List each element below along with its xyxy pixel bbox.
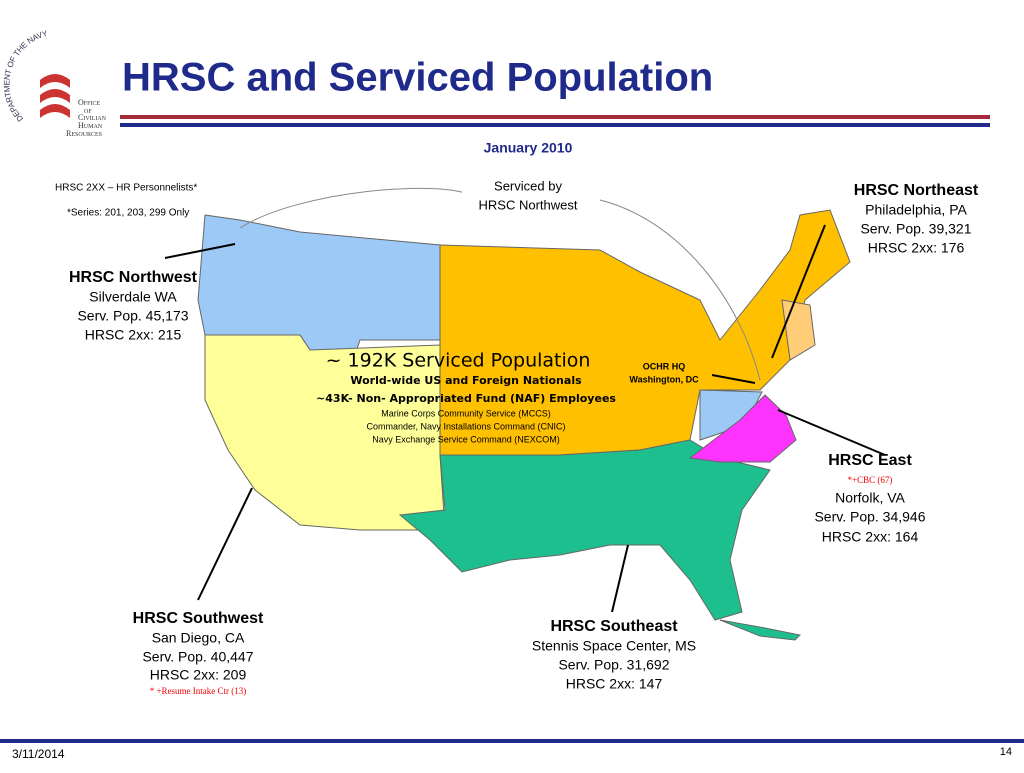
- region-caribbean: [719, 619, 802, 641]
- region-name: HRSC Northwest: [69, 269, 198, 286]
- region-line: Serv. Pop. 31,692: [558, 657, 669, 673]
- center-headline: ~ 192K Serviced Population: [326, 350, 591, 372]
- title-rule: [120, 115, 990, 119]
- footer-rule: [0, 739, 1024, 743]
- region-line: Serv. Pop. 40,447: [142, 649, 253, 665]
- region-note: *+CBC (67): [848, 475, 893, 485]
- arrow: [771, 224, 826, 359]
- region-east: [688, 394, 797, 463]
- region-line: HRSC 2xx: 147: [566, 676, 663, 692]
- title-rule: [120, 123, 990, 127]
- notes: HRSC 2XX – HR Personnelists* *Series: 20…: [55, 183, 197, 219]
- region-line: HRSC 2xx: 176: [868, 240, 965, 256]
- center-item: Commander, Navy Installations Command (C…: [366, 421, 565, 431]
- callout-line: [239, 187, 471, 229]
- region-name: HRSC Southwest: [133, 610, 264, 627]
- center-sub: ~43K- Non- Appropriated Fund (NAF) Emplo…: [316, 392, 616, 405]
- region-labels: HRSC Northwest Silverdale WA Serv. Pop. …: [69, 182, 979, 696]
- us-map: [197, 209, 851, 641]
- callout-line: [599, 199, 761, 381]
- logo-flag: [40, 74, 70, 118]
- region-line: Serv. Pop. 34,946: [814, 509, 925, 525]
- hq-label: Washington, DC: [629, 374, 699, 384]
- region-name: HRSC Southeast: [550, 618, 678, 635]
- region-southeast: [398, 439, 771, 621]
- footer-date: 3/11/2014: [12, 747, 65, 761]
- center-item: Marine Corps Community Service (MCCS): [381, 408, 551, 418]
- center-sub: World-wide US and Foreign Nationals: [350, 374, 582, 387]
- note: HRSC 2XX – HR Personnelists*: [55, 183, 197, 194]
- region-note: * +Resume Intake Ctr (13): [150, 686, 247, 696]
- arrow: [611, 544, 629, 613]
- region-southwest: [204, 334, 446, 531]
- region-line: HRSC 2xx: 209: [150, 667, 247, 683]
- page-number: 14: [1000, 746, 1012, 758]
- center-text: ~ 192K Serviced Population World-wide US…: [316, 350, 616, 445]
- region-line: San Diego, CA: [152, 630, 245, 646]
- region-northwest: [197, 214, 441, 356]
- arrow: [164, 243, 236, 259]
- region-line: Stennis Space Center, MS: [532, 638, 696, 654]
- arrow: [197, 487, 253, 601]
- region-line: Serv. Pop. 39,321: [860, 221, 971, 237]
- note: *Series: 201, 203, 299 Only: [67, 208, 189, 219]
- arrows: [164, 187, 886, 613]
- logo-line: Civilian: [78, 113, 107, 122]
- region-line: HRSC 2xx: 164: [822, 529, 919, 545]
- region-line: Norfolk, VA: [835, 490, 905, 506]
- region-line: HRSC 2xx: 215: [85, 327, 182, 343]
- arrow: [711, 374, 756, 384]
- callout-text: HRSC Northwest: [479, 197, 578, 212]
- logo-line: Human: [78, 121, 103, 130]
- logo-line: Office: [78, 98, 100, 107]
- region-line: Philadelphia, PA: [865, 202, 967, 218]
- logo-line: Resources: [66, 129, 102, 138]
- region-mid-atlantic: [781, 299, 816, 361]
- logo-line: of: [84, 106, 92, 115]
- region-line: Silverdale WA: [89, 289, 177, 305]
- subtitle: January 2010: [484, 140, 573, 156]
- callout-box: [462, 176, 598, 216]
- region-line: Serv. Pop. 45,173: [77, 308, 188, 324]
- region-name: HRSC East: [828, 452, 912, 469]
- title: HRSC and Serviced Population: [122, 56, 713, 100]
- arrow: [777, 409, 886, 456]
- region-name: HRSC Northeast: [854, 182, 979, 199]
- callout-text: Serviced by: [494, 178, 562, 193]
- logo: DEPARTMENT OF THE NAVY Office of Civilia…: [2, 29, 106, 138]
- center-item: Navy Exchange Service Command (NEXCOM): [372, 434, 560, 444]
- hq-label: OCHR HQ: [643, 361, 686, 371]
